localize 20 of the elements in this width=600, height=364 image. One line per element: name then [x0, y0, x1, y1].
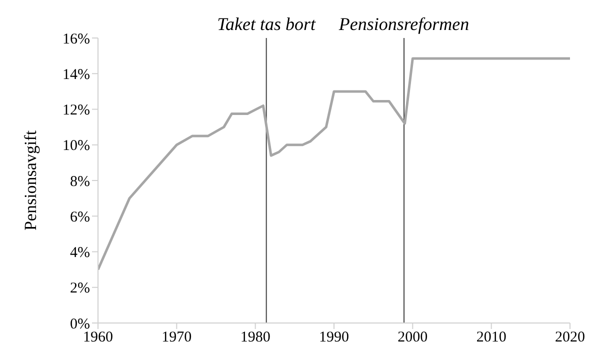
y-tick-label: 14% — [62, 66, 90, 83]
x-tick-label: 1970 — [162, 330, 192, 346]
x-tick-label: 1980 — [240, 330, 270, 346]
x-tick-label: 1990 — [319, 330, 349, 346]
y-tick-label: 8% — [70, 174, 90, 190]
x-tick-label: 2010 — [476, 330, 506, 346]
y-tick-label: 4% — [70, 245, 90, 262]
y-tick-label: 0% — [70, 316, 90, 332]
y-tick-label: 12% — [62, 102, 90, 119]
x-tick-label: 1960 — [83, 330, 113, 346]
y-tick-label: 16% — [62, 31, 90, 48]
y-tick-label: 2% — [70, 280, 90, 297]
x-tick-label: 2020 — [555, 330, 585, 346]
y-tick-label: 10% — [62, 138, 90, 154]
y-tick-label: 6% — [70, 209, 90, 226]
line-series — [98, 57, 570, 271]
y-axis-title: Pensionsavgift — [21, 130, 40, 231]
ref-line-label: Pensionsreformen — [338, 14, 470, 34]
x-tick-label: 2000 — [398, 330, 428, 346]
ref-line-label: Taket tas bort — [217, 14, 317, 34]
